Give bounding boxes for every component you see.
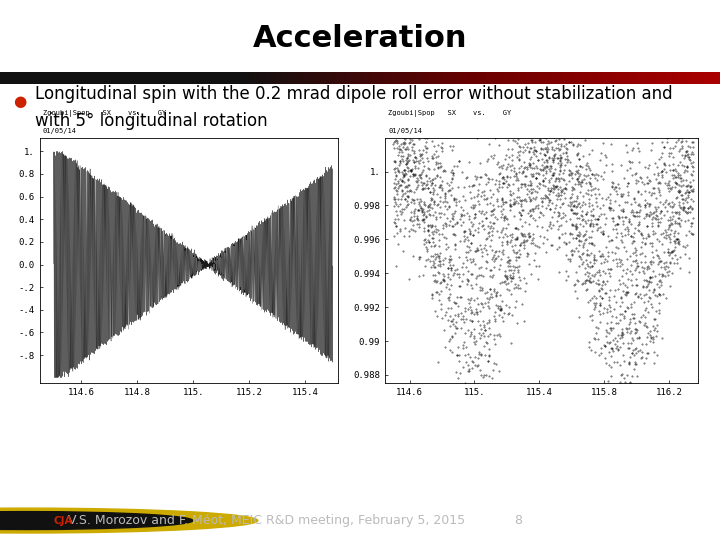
Text: Longitudinal spin with the 0.2 mrad dipole roll error without stabilization and: Longitudinal spin with the 0.2 mrad dipo… [35,85,672,103]
Circle shape [0,511,193,530]
Text: V.S. Morozov and F. Méot, MEIC R&D meeting, February 5, 2015: V.S. Morozov and F. Méot, MEIC R&D meeti… [68,514,465,527]
Text: 01/05/14: 01/05/14 [388,128,423,134]
Text: Acceleration: Acceleration [253,24,467,53]
Circle shape [0,508,258,533]
Text: 01/05/14: 01/05/14 [42,128,76,134]
Text: ●: ● [13,94,26,110]
Text: Zgoubi|Spop   SX    vs.    GY: Zgoubi|Spop SX vs. GY [42,110,166,117]
Text: Jefferson Lab: Jefferson Lab [593,511,717,530]
Text: 8: 8 [514,514,523,527]
Text: Zgoubi|Spop   SX    vs.    GY: Zgoubi|Spop SX vs. GY [388,110,512,117]
Text: with 5° longitudinal rotation: with 5° longitudinal rotation [35,112,267,130]
Text: CJA: CJA [54,516,73,525]
